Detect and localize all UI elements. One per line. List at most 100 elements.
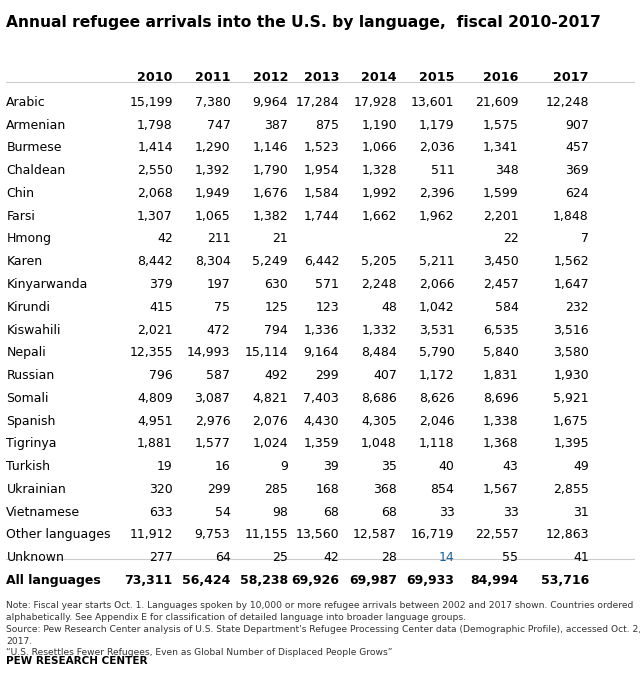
Text: 1,392: 1,392 xyxy=(195,164,230,177)
Text: 2,036: 2,036 xyxy=(419,142,454,154)
Text: 4,809: 4,809 xyxy=(137,392,173,405)
Text: 1,179: 1,179 xyxy=(419,119,454,131)
Text: 1,146: 1,146 xyxy=(253,142,288,154)
Text: 1,336: 1,336 xyxy=(304,324,339,336)
Text: 16: 16 xyxy=(214,460,230,473)
Text: 25: 25 xyxy=(272,551,288,564)
Text: 14,993: 14,993 xyxy=(187,346,230,359)
Text: 17,928: 17,928 xyxy=(353,96,397,109)
Text: 2,021: 2,021 xyxy=(137,324,173,336)
Text: 1,359: 1,359 xyxy=(303,437,339,450)
Text: 1,024: 1,024 xyxy=(252,437,288,450)
Text: 1,831: 1,831 xyxy=(483,369,518,382)
Text: 7,380: 7,380 xyxy=(195,96,230,109)
Text: 854: 854 xyxy=(431,483,454,496)
Text: 35: 35 xyxy=(381,460,397,473)
Text: Kirundi: Kirundi xyxy=(6,301,51,313)
Text: 8,686: 8,686 xyxy=(361,392,397,405)
Text: 13,560: 13,560 xyxy=(296,528,339,541)
Text: Russian: Russian xyxy=(6,369,54,382)
Text: 2013: 2013 xyxy=(304,71,339,84)
Text: 2010: 2010 xyxy=(138,71,173,84)
Text: 58,238: 58,238 xyxy=(240,574,288,587)
Text: 12,587: 12,587 xyxy=(353,528,397,541)
Text: 1,307: 1,307 xyxy=(137,210,173,222)
Text: Tigrinya: Tigrinya xyxy=(6,437,57,450)
Text: 2,201: 2,201 xyxy=(483,210,518,222)
Text: 2,396: 2,396 xyxy=(419,187,454,200)
Text: 8,626: 8,626 xyxy=(419,392,454,405)
Text: 2,855: 2,855 xyxy=(553,483,589,496)
Text: 299: 299 xyxy=(207,483,230,496)
Text: 5,211: 5,211 xyxy=(419,255,454,268)
Text: 7: 7 xyxy=(581,233,589,245)
Text: 1,172: 1,172 xyxy=(419,369,454,382)
Text: 3,087: 3,087 xyxy=(195,392,230,405)
Text: Vietnamese: Vietnamese xyxy=(6,506,81,519)
Text: 4,821: 4,821 xyxy=(252,392,288,405)
Text: 2,076: 2,076 xyxy=(252,415,288,427)
Text: 2,976: 2,976 xyxy=(195,415,230,427)
Text: 492: 492 xyxy=(264,369,288,382)
Text: 2,248: 2,248 xyxy=(361,278,397,291)
Text: 1,395: 1,395 xyxy=(553,437,589,450)
Text: 12,863: 12,863 xyxy=(545,528,589,541)
Text: Kinyarwanda: Kinyarwanda xyxy=(6,278,88,291)
Text: 8,484: 8,484 xyxy=(361,346,397,359)
Text: 39: 39 xyxy=(323,460,339,473)
Text: 33: 33 xyxy=(502,506,518,519)
Text: 69,933: 69,933 xyxy=(406,574,454,587)
Text: 98: 98 xyxy=(272,506,288,519)
Text: 5,840: 5,840 xyxy=(483,346,518,359)
Text: Arabic: Arabic xyxy=(6,96,46,109)
Text: 1,414: 1,414 xyxy=(138,142,173,154)
Text: 511: 511 xyxy=(431,164,454,177)
Text: 75: 75 xyxy=(214,301,230,313)
Text: 415: 415 xyxy=(149,301,173,313)
Text: 21,609: 21,609 xyxy=(475,96,518,109)
Text: 369: 369 xyxy=(565,164,589,177)
Text: 56,424: 56,424 xyxy=(182,574,230,587)
Text: 1,341: 1,341 xyxy=(483,142,518,154)
Text: 17,284: 17,284 xyxy=(296,96,339,109)
Text: 125: 125 xyxy=(264,301,288,313)
Text: 7,403: 7,403 xyxy=(303,392,339,405)
Text: Somali: Somali xyxy=(6,392,49,405)
Text: 68: 68 xyxy=(381,506,397,519)
Text: 1,744: 1,744 xyxy=(303,210,339,222)
Text: 2,068: 2,068 xyxy=(137,187,173,200)
Text: Spanish: Spanish xyxy=(6,415,56,427)
Text: 197: 197 xyxy=(207,278,230,291)
Text: 3,580: 3,580 xyxy=(553,346,589,359)
Text: 2012: 2012 xyxy=(253,71,288,84)
Text: 571: 571 xyxy=(316,278,339,291)
Text: 1,577: 1,577 xyxy=(195,437,230,450)
Text: 1,848: 1,848 xyxy=(553,210,589,222)
Text: 1,575: 1,575 xyxy=(483,119,518,131)
Text: 1,949: 1,949 xyxy=(195,187,230,200)
Text: 11,912: 11,912 xyxy=(129,528,173,541)
Text: Note: Fiscal year starts Oct. 1. Languages spoken by 10,000 or more refugee arri: Note: Fiscal year starts Oct. 1. Languag… xyxy=(6,601,640,657)
Text: 2,550: 2,550 xyxy=(137,164,173,177)
Text: 9,964: 9,964 xyxy=(253,96,288,109)
Text: 21: 21 xyxy=(272,233,288,245)
Text: 794: 794 xyxy=(264,324,288,336)
Text: 1,190: 1,190 xyxy=(361,119,397,131)
Text: 1,790: 1,790 xyxy=(252,164,288,177)
Text: 1,562: 1,562 xyxy=(553,255,589,268)
Text: 22: 22 xyxy=(502,233,518,245)
Text: 2,457: 2,457 xyxy=(483,278,518,291)
Text: Farsi: Farsi xyxy=(6,210,35,222)
Text: 14: 14 xyxy=(438,551,454,564)
Text: 379: 379 xyxy=(149,278,173,291)
Text: Annual refugee arrivals into the U.S. by language,  fiscal 2010-2017: Annual refugee arrivals into the U.S. by… xyxy=(6,15,601,30)
Text: 1,954: 1,954 xyxy=(303,164,339,177)
Text: 348: 348 xyxy=(495,164,518,177)
Text: 3,516: 3,516 xyxy=(553,324,589,336)
Text: 5,921: 5,921 xyxy=(553,392,589,405)
Text: 472: 472 xyxy=(207,324,230,336)
Text: 54: 54 xyxy=(214,506,230,519)
Text: 55: 55 xyxy=(502,551,518,564)
Text: 40: 40 xyxy=(438,460,454,473)
Text: 42: 42 xyxy=(323,551,339,564)
